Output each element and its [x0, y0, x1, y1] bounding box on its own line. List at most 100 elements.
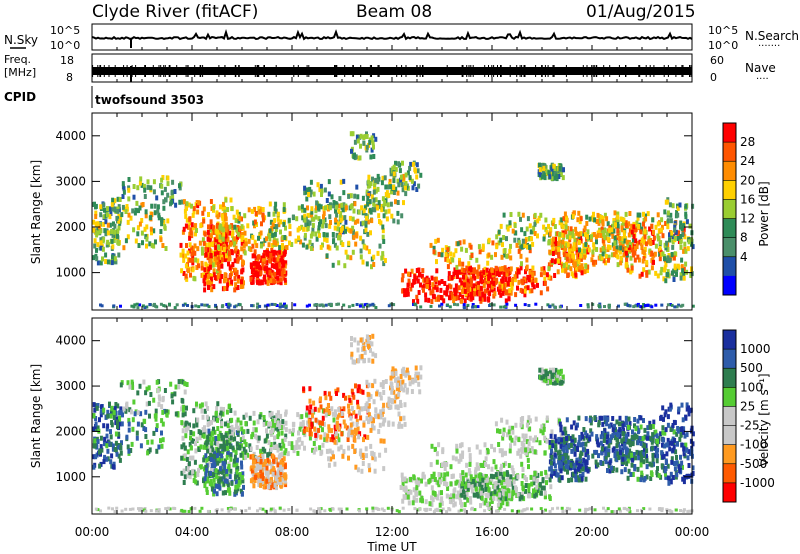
range-cell	[396, 190, 400, 196]
range-cell	[216, 456, 220, 462]
range-cell	[387, 396, 391, 402]
range-cell	[208, 242, 211, 248]
range-cell	[314, 231, 318, 237]
range-cell	[446, 257, 450, 263]
range-cell	[243, 439, 247, 445]
range-cell	[406, 282, 410, 288]
range-cell	[435, 287, 439, 293]
range-cell	[400, 213, 404, 219]
range-cell	[269, 469, 273, 475]
range-cell	[113, 223, 117, 229]
range-cell	[578, 247, 581, 253]
range-cell	[459, 473, 463, 479]
range-cell	[216, 273, 220, 279]
range-cell	[519, 253, 523, 259]
range-cell	[614, 249, 618, 255]
range-cell	[327, 179, 331, 185]
colorbar-label: 16	[740, 192, 755, 206]
range-cell	[327, 424, 331, 430]
range-cell	[213, 429, 217, 435]
range-cell	[364, 227, 368, 233]
range-cell	[146, 179, 150, 185]
range-cell	[235, 469, 239, 475]
range-cell	[161, 437, 165, 443]
range-cell	[561, 175, 565, 181]
range-cell	[453, 291, 457, 297]
range-cell	[239, 437, 243, 443]
range-cell	[265, 433, 269, 439]
range-cell	[352, 208, 356, 214]
range-cell	[102, 459, 106, 465]
range-cell	[189, 435, 192, 441]
range-cell	[372, 399, 376, 405]
range-cell	[203, 476, 207, 482]
range-cell	[557, 236, 561, 241]
range-cell	[301, 207, 304, 213]
range-cell	[616, 211, 620, 217]
range-cell	[568, 234, 572, 240]
range-cell	[203, 428, 207, 434]
range-cell	[99, 412, 103, 418]
range-cell	[635, 220, 639, 226]
range-cell	[365, 134, 369, 139]
range-cell	[523, 277, 527, 283]
range-cell	[451, 293, 455, 299]
range-cell	[453, 302, 456, 306]
range-cell	[460, 477, 463, 483]
range-cell	[146, 439, 150, 445]
range-cell	[592, 232, 596, 237]
range-cell	[204, 464, 208, 470]
range-cell	[559, 171, 563, 177]
range-cell	[216, 229, 219, 235]
range-cell	[106, 206, 109, 212]
range-cell	[681, 303, 685, 307]
range-cell	[685, 219, 689, 225]
range-cell	[487, 275, 491, 281]
range-cell	[185, 205, 188, 211]
range-cell	[206, 478, 210, 484]
range-cell	[334, 217, 338, 223]
range-cell	[205, 486, 209, 492]
range-cell	[191, 260, 195, 266]
range-cell	[181, 435, 185, 441]
range-cell	[526, 274, 530, 280]
range-cell	[338, 235, 342, 240]
range-cell	[569, 254, 573, 260]
range-cell	[171, 194, 175, 200]
range-cell	[272, 444, 276, 450]
range-cell	[510, 285, 514, 291]
range-cell	[444, 245, 448, 251]
power-frame	[91, 112, 693, 311]
range-cell	[354, 383, 357, 389]
range-cell	[249, 478, 253, 484]
range-cell	[99, 245, 103, 251]
range-cell	[235, 227, 239, 233]
ytick-label: 3000	[55, 174, 86, 188]
range-cell	[112, 464, 115, 470]
range-cell	[644, 241, 648, 247]
range-cell	[149, 215, 153, 221]
range-cell	[333, 439, 337, 445]
range-cell	[307, 192, 311, 197]
range-cell	[682, 266, 686, 272]
range-cell	[361, 461, 365, 466]
range-cell	[284, 420, 288, 426]
range-cell	[115, 215, 119, 221]
range-cell	[500, 283, 504, 289]
range-cell	[282, 262, 286, 268]
range-cell	[684, 203, 688, 209]
range-cell	[207, 212, 210, 217]
range-cell	[251, 279, 255, 285]
range-cell	[276, 275, 280, 281]
range-cell	[224, 478, 227, 484]
range-cell	[562, 232, 566, 238]
range-cell	[480, 484, 484, 490]
range-cell	[367, 392, 371, 398]
range-cell	[653, 251, 657, 257]
range-cell	[376, 250, 380, 256]
range-cell	[256, 305, 259, 309]
range-cell	[132, 399, 136, 405]
range-cell	[242, 484, 245, 490]
power-xaxis	[91, 113, 693, 310]
range-cell	[406, 170, 410, 176]
